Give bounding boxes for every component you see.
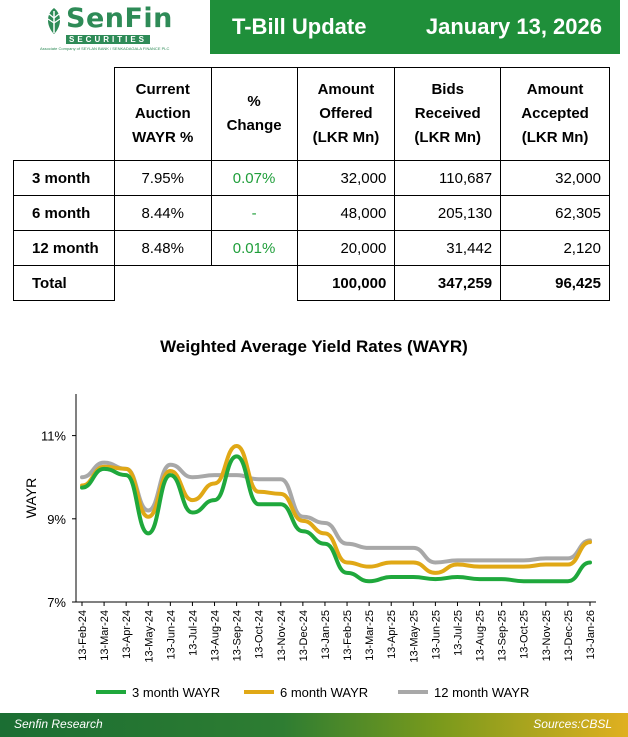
cell-change: - (210, 195, 298, 231)
x-tick-label: 13-May-25 (408, 610, 420, 663)
column-header: % Change (210, 67, 298, 161)
x-tick-label: 13-Sep-24 (232, 610, 244, 661)
column-header: Bids Received (LKR Mn) (394, 67, 502, 161)
total-accepted: 96,425 (500, 265, 610, 301)
wayr-line-chart: 7% 9% 11% WAYR 13-Feb-24 13-Mar-24 13-Apr-24 13… (23, 394, 597, 700)
cell-bids: 31,442 (394, 230, 502, 266)
cell-accepted: 32,000 (500, 160, 610, 196)
x-tick-label: 13-Aug-25 (475, 610, 487, 661)
legend-label: 6 month WAYR (280, 685, 368, 700)
logo: SenFin SECURITIES Associate Company of S… (40, 3, 190, 51)
footer-source-left: Senfin Research (14, 717, 103, 731)
x-tick-label: 13-Mar-24 (99, 610, 111, 661)
cell-offered: 48,000 (296, 195, 396, 231)
y-tick-label: 7% (47, 595, 66, 610)
cell-accepted: 62,305 (500, 195, 610, 231)
table-row: 12 month 8.48% 0.01% 20,000 31,442 2,120 (13, 230, 610, 266)
cell-bids: 110,687 (394, 160, 502, 196)
x-tick-label: 13-Mar-25 (364, 610, 376, 661)
x-tick-label: 13-Jun-25 (430, 610, 442, 660)
total-bids: 347,259 (394, 265, 502, 301)
total-offered: 100,000 (296, 265, 396, 301)
page-title: T-Bill Update (232, 14, 367, 39)
header: SenFin SECURITIES Associate Company of S… (0, 0, 628, 58)
table-corner (13, 67, 115, 161)
x-tick-label: 13-Apr-25 (386, 610, 398, 659)
empty-cell (211, 265, 298, 301)
x-tick-label: 13-Oct-25 (519, 610, 531, 659)
x-tick-label: 13-Jul-25 (452, 610, 464, 656)
legend-label: 12 month WAYR (434, 685, 529, 700)
series-line (80, 454, 592, 584)
total-label: Total (13, 265, 115, 301)
cell-bids: 205,130 (394, 195, 502, 231)
title-bar: T-Bill Update January 13, 2026 (210, 0, 620, 54)
cell-wayr: 8.48% (113, 230, 212, 266)
x-tick-label: 13-Feb-25 (342, 610, 354, 661)
column-header: Amount Accepted (LKR Mn) (500, 67, 610, 161)
y-axis-label: WAYR (23, 478, 39, 518)
x-tick-label: 13-Jun-24 (165, 610, 177, 660)
x-tick-label: 13-May-24 (143, 610, 155, 663)
x-tick-label: 13-Sep-25 (497, 610, 509, 661)
series-line (80, 444, 592, 575)
x-tick-label: 13-Dec-24 (298, 610, 310, 661)
logo-name: SenFin (66, 3, 173, 34)
cell-offered: 20,000 (296, 230, 396, 266)
table-header-row: Current Auction WAYR % % Change Amount Offer… (13, 67, 610, 161)
table-row: 6 month 8.44% - 48,000 205,130 62,305 (13, 195, 610, 231)
cell-change: 0.01% (210, 230, 298, 266)
logo-tagline: Associate Company of SEYLAN BANK / SENKA… (40, 46, 170, 51)
empty-cell (113, 265, 212, 301)
footer: Senfin Research Sources:CBSL (0, 713, 628, 737)
y-tick-label: 11% (41, 429, 66, 444)
x-tick-label: 13-Aug-24 (210, 610, 222, 661)
x-tick-label: 13-Jul-24 (187, 610, 199, 656)
column-header: Current Auction WAYR % (113, 67, 212, 161)
x-tick-label: 13-Nov-24 (276, 610, 288, 661)
legend-label: 3 month WAYR (132, 685, 220, 700)
row-label: 6 month (13, 195, 115, 231)
table-total-row: Total 100,000 347,259 96,425 (13, 265, 610, 301)
y-tick-label: 9% (47, 512, 66, 527)
table-row: 3 month 7.95% 0.07% 32,000 110,687 32,00… (13, 160, 610, 196)
chart-title: Weighted Average Yield Rates (WAYR) (160, 337, 468, 356)
x-tick-label: 13-Jan-25 (320, 610, 332, 660)
column-header: Amount Offered (LKR Mn) (296, 67, 396, 161)
x-tick-label: 13-Dec-25 (563, 610, 575, 661)
leaf-icon (47, 8, 61, 34)
row-label: 3 month (13, 160, 115, 196)
x-tick-label: 13-Jan-26 (585, 610, 597, 660)
x-tick-label: 13-Nov-25 (541, 610, 553, 661)
row-label: 12 month (13, 230, 115, 266)
logo-subtitle: SECURITIES (66, 35, 151, 44)
cell-change: 0.07% (210, 160, 298, 196)
x-tick-label: 13-Feb-24 (77, 610, 89, 661)
cell-wayr: 8.44% (113, 195, 212, 231)
x-tick-label: 13-Apr-24 (121, 610, 133, 659)
auction-table: Current Auction WAYR % % Change Amount Offer… (13, 67, 610, 301)
footer-source-right: Sources:CBSL (533, 717, 612, 731)
cell-accepted: 2,120 (500, 230, 610, 266)
x-tick-label: 13-Oct-24 (254, 610, 266, 659)
report-date: January 13, 2026 (425, 14, 602, 39)
cell-offered: 32,000 (296, 160, 396, 196)
cell-wayr: 7.95% (113, 160, 212, 196)
series-line (80, 460, 592, 565)
